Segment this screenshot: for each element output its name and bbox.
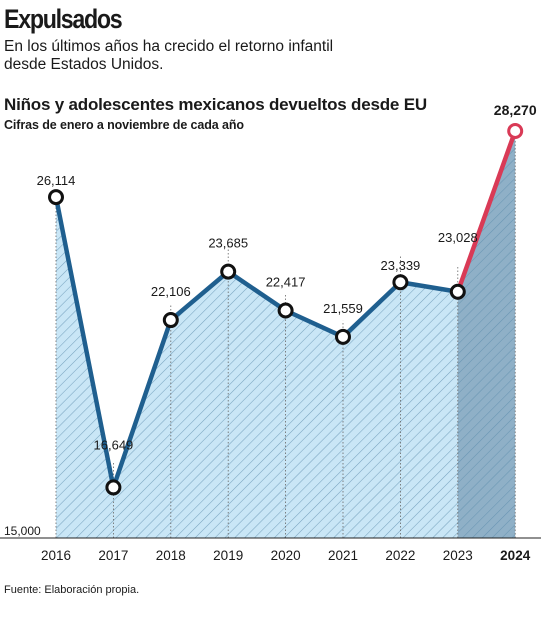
source-note: Fuente: Elaboración propia.: [4, 584, 140, 596]
headline: Expulsados: [4, 4, 123, 34]
data-point: [392, 274, 409, 291]
x-tick-label: 2024: [500, 548, 531, 563]
data-point: [277, 302, 294, 319]
data-point: [48, 189, 64, 206]
series-line: [53, 128, 518, 490]
x-tick-label: 2019: [213, 548, 243, 563]
chart-title: Niños y adolescentes mexicanos devueltos…: [4, 95, 427, 114]
data-label: 21,559: [323, 301, 363, 316]
data-label: 23,339: [381, 258, 421, 273]
area-layer: [56, 131, 516, 539]
series-line-main: [53, 196, 459, 490]
data-label: 28,270: [494, 102, 537, 118]
x-tick-label: 2020: [271, 548, 301, 563]
series-line-highlight: [455, 128, 518, 295]
data-point: [220, 263, 237, 280]
data-label: 26,114: [37, 173, 76, 188]
data-point: [162, 312, 179, 329]
data-label: 23,028: [438, 230, 478, 245]
drop-lines: [55, 131, 516, 538]
data-labels: 26,114 16,649 22,106 23,685 22,417 21,559 23,3…: [37, 102, 537, 452]
data-label: 23,685: [208, 236, 248, 251]
data-label: 16,649: [94, 437, 134, 452]
data-point: [449, 283, 466, 300]
data-points: [48, 123, 524, 496]
x-tick-label: 2017: [98, 548, 128, 563]
x-tick-label: 2022: [385, 548, 415, 563]
x-axis: 2016 2017 2018 2019 2020 2021 2022 2023 2024 15,0…: [0, 524, 541, 563]
area-hatch-highlight: [457, 131, 516, 538]
x-tick-label: 2016: [41, 548, 71, 563]
chart-subtitle: Cifras de enero a noviembre de cada año: [4, 118, 244, 132]
x-tick-label: 2023: [443, 548, 473, 563]
data-point: [507, 123, 524, 139]
data-label: 22,106: [151, 284, 191, 299]
dek-text: En los últimos años ha crecido el retorn…: [4, 38, 334, 73]
y-tick-label: 15,000: [4, 524, 41, 538]
area-hatch: [56, 197, 458, 539]
x-tick-label: 2018: [156, 548, 186, 563]
x-tick-label: 2021: [328, 548, 358, 563]
data-point: [105, 479, 122, 496]
data-label: 22,417: [266, 275, 306, 290]
data-point: [335, 328, 351, 345]
